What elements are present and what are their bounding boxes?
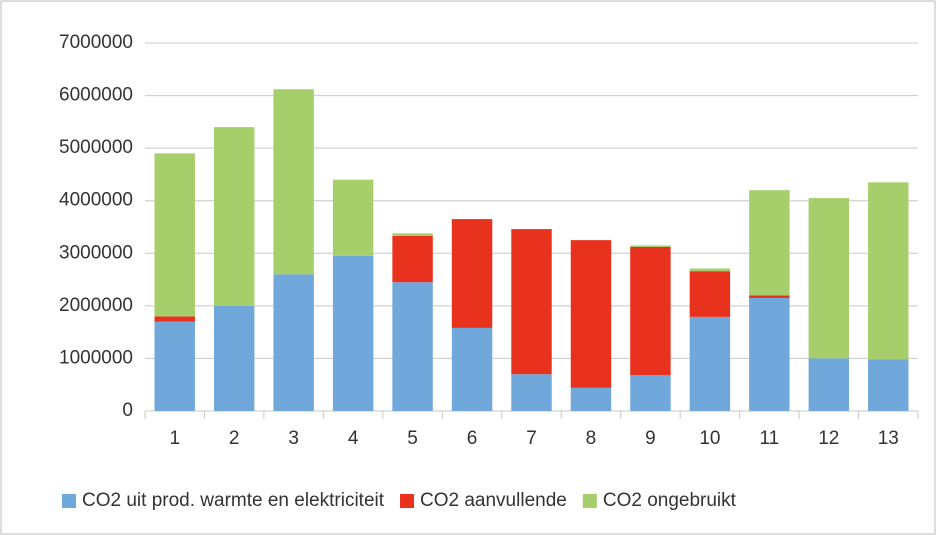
bar-segment [689, 316, 731, 411]
bar-segment [868, 359, 909, 411]
x-tick-label: 4 [348, 428, 359, 449]
bar-segment [511, 374, 552, 411]
y-tick-label: 3000000 [59, 242, 133, 263]
x-tick-label: 9 [645, 428, 656, 449]
legend-label: CO2 ongebruikt [603, 490, 737, 511]
y-tick-label: 5000000 [59, 137, 133, 158]
legend-label: CO2 uit prod. warmte en elektriciteit [82, 490, 385, 511]
bar-segment [332, 179, 374, 256]
bar-segment [630, 246, 671, 376]
bar-segment [154, 153, 195, 317]
bar-segment [392, 235, 433, 283]
bar-segment [213, 305, 255, 411]
legend-swatch [62, 494, 76, 508]
y-tick-label: 4000000 [59, 190, 133, 211]
x-tick-label: 6 [467, 428, 478, 449]
x-tick-label: 13 [878, 428, 899, 449]
bar-segment [451, 327, 493, 411]
x-tick-label: 5 [407, 428, 418, 449]
bar-segment [689, 268, 731, 272]
bar-segment [154, 321, 195, 411]
bar-segment [749, 297, 790, 411]
y-tick-label: 2000000 [59, 295, 133, 316]
x-tick-label: 10 [699, 428, 720, 449]
x-tick-label: 12 [818, 428, 839, 449]
bar-segment [808, 198, 850, 359]
bar-segment [570, 240, 612, 388]
x-tick-label: 2 [229, 428, 240, 449]
y-tick-label: 6000000 [59, 85, 133, 106]
bar-segment [570, 387, 612, 411]
bar-segment [332, 255, 374, 411]
x-tick-label: 11 [759, 428, 779, 449]
bar-segment [511, 229, 552, 375]
x-tick-label: 3 [288, 428, 299, 449]
bar-segment [808, 358, 850, 411]
legend-label: CO2 aanvullende [420, 490, 567, 511]
bar-segment [213, 127, 255, 306]
x-tick-label: 8 [586, 428, 597, 449]
bar-segment [451, 219, 493, 328]
legend-swatch [582, 494, 597, 508]
legend-swatch [400, 494, 415, 508]
bar-segment [868, 182, 909, 360]
bar-segment [749, 190, 790, 296]
bar-segment [273, 274, 314, 411]
y-tick-label: 1000000 [59, 347, 133, 368]
bar-segment [630, 375, 671, 411]
bar-segment [392, 282, 433, 411]
bar-segment [392, 233, 433, 236]
bar-segment [154, 316, 195, 322]
bar-segment [273, 89, 314, 275]
x-tick-label: 1 [169, 428, 180, 449]
bar-segment [749, 295, 790, 298]
bar-segment [689, 271, 731, 317]
x-tick-label: 7 [526, 428, 537, 449]
bar-segment [630, 245, 671, 247]
y-tick-label: 0 [122, 400, 133, 421]
y-tick-label: 7000000 [59, 32, 133, 53]
